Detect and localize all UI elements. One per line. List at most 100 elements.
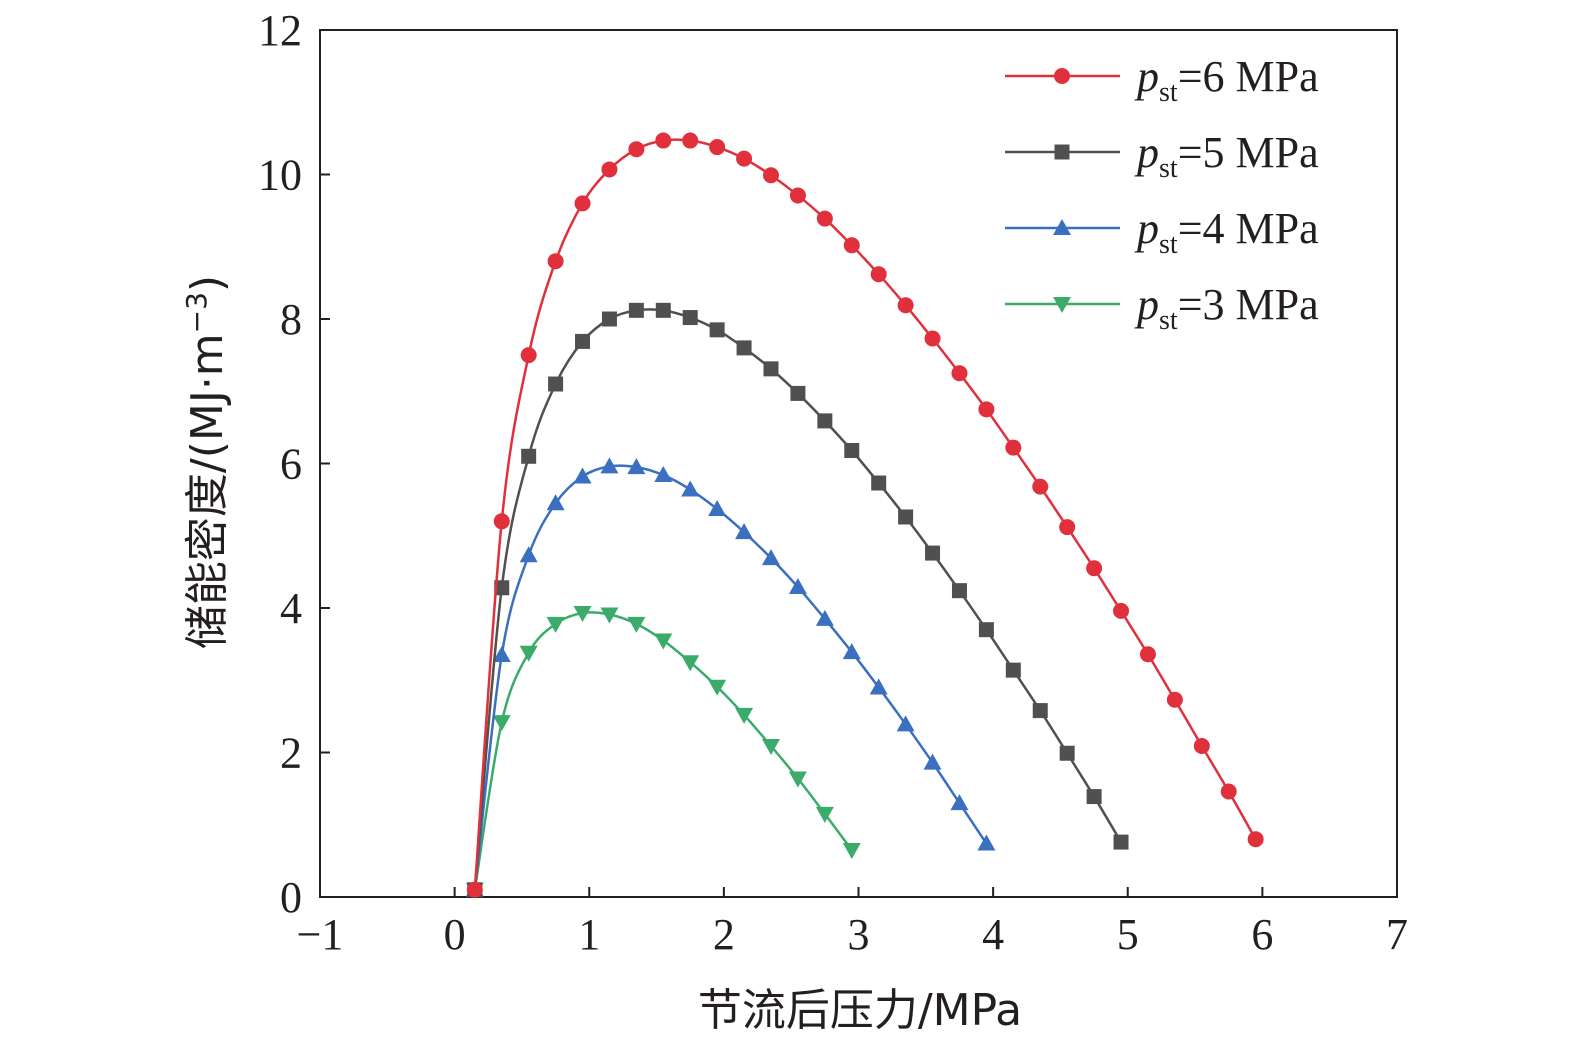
data-point xyxy=(817,413,833,429)
data-point xyxy=(1139,646,1156,663)
data-point xyxy=(925,545,941,561)
y-axis-title-sup: −3 xyxy=(180,292,213,333)
data-point xyxy=(816,210,833,227)
series-line xyxy=(473,464,988,890)
data-point xyxy=(655,132,672,149)
series-line xyxy=(473,611,853,890)
data-point xyxy=(628,141,645,158)
x-tick-label: −1 xyxy=(297,910,344,959)
data-point xyxy=(788,578,807,595)
data-point xyxy=(735,523,754,540)
data-point xyxy=(494,580,510,596)
data-point xyxy=(466,881,483,898)
data-point xyxy=(548,376,564,392)
data-point xyxy=(492,645,511,662)
data-point xyxy=(681,480,700,497)
data-point xyxy=(736,150,753,167)
data-point xyxy=(923,753,942,770)
series-4-mpa xyxy=(465,457,996,897)
data-point xyxy=(1220,783,1237,800)
x-tick-label: 7 xyxy=(1386,910,1408,959)
legend-label: pst=5 MPa xyxy=(1134,128,1319,184)
data-point xyxy=(951,583,967,599)
y-tick-label: 10 xyxy=(258,151,302,200)
data-point xyxy=(761,738,780,755)
data-point xyxy=(654,466,673,483)
data-point xyxy=(1032,478,1049,495)
legend-label-symbol: p xyxy=(1134,280,1159,329)
data-point xyxy=(682,132,699,149)
data-point xyxy=(843,237,860,254)
legend-label-value: =5 MPa xyxy=(1178,128,1319,177)
legend-label-value: =3 MPa xyxy=(1178,280,1319,329)
data-point xyxy=(896,715,915,732)
data-point xyxy=(708,500,727,517)
legend-entry: pst=5 MPa xyxy=(1005,128,1319,184)
data-point xyxy=(789,187,806,204)
data-point xyxy=(1113,834,1129,850)
data-point xyxy=(492,715,511,732)
data-point xyxy=(546,616,565,633)
data-point xyxy=(1032,703,1048,719)
data-point xyxy=(601,311,617,327)
data-point xyxy=(1086,560,1103,577)
data-point xyxy=(519,645,538,662)
legend-marker xyxy=(1054,68,1070,84)
data-point xyxy=(521,448,537,464)
series-6-mpa xyxy=(466,132,1264,898)
data-point xyxy=(574,195,591,212)
data-point xyxy=(790,385,806,401)
data-point xyxy=(601,161,618,178)
legend: pst=6 MPa pst=5 MPa pst=4 MPa pst=3 MPa xyxy=(1005,52,1319,336)
data-point xyxy=(815,609,834,626)
legend-label: pst=3 MPa xyxy=(1134,280,1319,336)
data-point xyxy=(519,546,538,563)
data-point xyxy=(842,643,861,660)
data-point xyxy=(815,806,834,823)
data-point xyxy=(709,139,726,156)
data-point xyxy=(736,340,752,356)
data-point xyxy=(869,678,888,695)
data-point xyxy=(897,297,914,314)
legend-label: pst=4 MPa xyxy=(1134,204,1319,260)
data-point xyxy=(788,771,807,788)
data-point xyxy=(520,347,537,364)
y-tick-label: 6 xyxy=(280,440,302,489)
x-tick-label: 4 xyxy=(982,910,1004,959)
legend-entry: pst=4 MPa xyxy=(1005,204,1319,260)
legend-label: pst=6 MPa xyxy=(1134,52,1319,108)
data-point xyxy=(871,475,887,491)
y-tick-label: 8 xyxy=(280,295,302,344)
data-point xyxy=(978,622,994,638)
data-point xyxy=(735,707,754,724)
data-point xyxy=(763,361,779,377)
data-point xyxy=(950,794,969,811)
y-tick-label: 4 xyxy=(280,584,302,633)
series-5-mpa xyxy=(467,302,1129,898)
x-tick-label: 2 xyxy=(713,910,735,959)
y-axis-title-main: 储能密度/(MJ·m xyxy=(182,333,233,649)
data-point xyxy=(870,266,887,283)
data-point xyxy=(762,167,779,184)
legend-label-symbol: p xyxy=(1134,128,1159,177)
data-point xyxy=(627,616,646,633)
legend-marker xyxy=(1053,219,1071,235)
data-point xyxy=(546,494,565,511)
data-point xyxy=(951,365,968,382)
legend-label-symbol: p xyxy=(1134,52,1159,101)
data-point xyxy=(1166,691,1183,708)
data-point xyxy=(655,302,671,318)
legend-label-value: =6 MPa xyxy=(1178,52,1319,101)
data-point xyxy=(1005,662,1021,678)
data-point xyxy=(1247,831,1264,848)
data-point xyxy=(600,607,619,624)
data-point xyxy=(493,513,510,530)
y-axis-title-close: ) xyxy=(182,275,233,292)
data-point xyxy=(1193,737,1210,754)
data-point xyxy=(842,843,861,860)
data-point xyxy=(761,549,780,566)
data-point xyxy=(575,333,591,349)
data-point xyxy=(547,253,564,270)
data-point xyxy=(654,633,673,650)
